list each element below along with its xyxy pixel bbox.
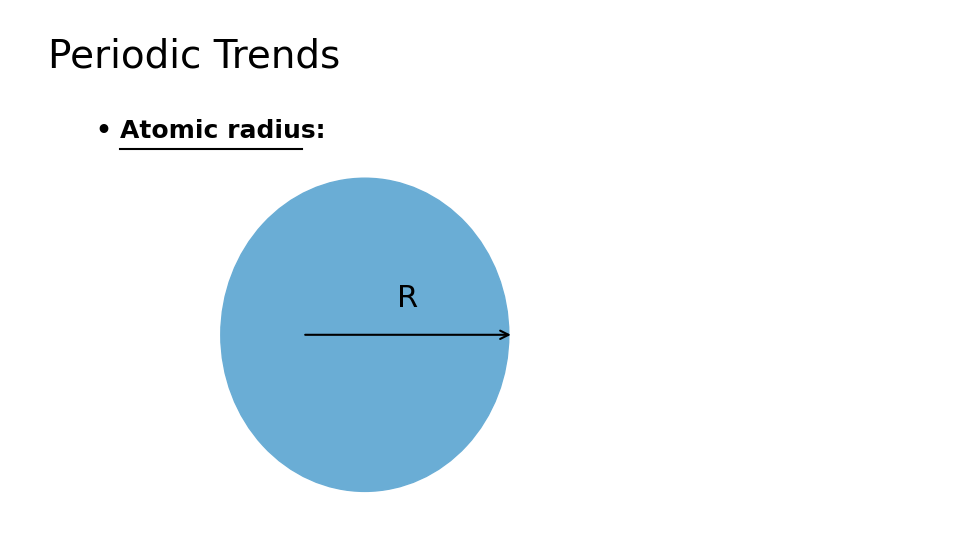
Ellipse shape <box>221 178 509 491</box>
Text: •: • <box>96 119 121 143</box>
Text: R: R <box>397 284 419 313</box>
Text: Atomic radius:: Atomic radius: <box>120 119 325 143</box>
Text: Periodic Trends: Periodic Trends <box>48 38 340 76</box>
